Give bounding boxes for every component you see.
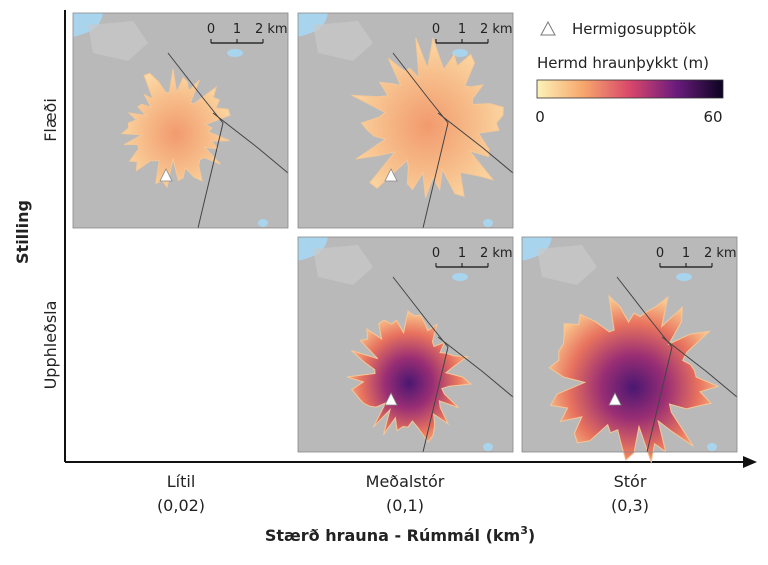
road <box>392 52 449 229</box>
vent <box>159 168 173 182</box>
pond <box>676 273 692 281</box>
map-panel: 0 1 2 km <box>72 12 289 229</box>
lava-flow <box>548 294 720 465</box>
colorbar <box>536 79 724 99</box>
road <box>167 52 224 229</box>
road <box>212 112 289 174</box>
pond <box>707 443 717 451</box>
vent <box>608 392 622 406</box>
map-panel: 0 1 2 km <box>521 236 738 465</box>
scale-bar-label: 0 <box>656 246 664 261</box>
x-axis-title-sup: 3 <box>520 524 528 537</box>
row-label: Upphleðsla <box>41 301 60 390</box>
lava-flow <box>351 37 504 198</box>
scale-bar-label: 1 <box>233 22 241 37</box>
scale-bar-label: 0 <box>207 22 215 37</box>
column-volume: (0,02) <box>157 496 205 515</box>
town <box>537 245 597 285</box>
road <box>661 336 738 398</box>
column-label: Meðalstór <box>366 472 445 491</box>
vent <box>384 392 398 406</box>
scale-bar-label: 2 km <box>704 246 737 261</box>
road <box>392 276 449 453</box>
scale-bar-label: 2 km <box>255 22 288 37</box>
vent-legend-symbol <box>540 20 556 36</box>
town <box>313 21 373 61</box>
column-volume: (0,1) <box>386 496 424 515</box>
column-label: Lítil <box>167 472 196 491</box>
colorbar-min: 0 <box>535 108 545 126</box>
map-border <box>521 236 738 453</box>
scale-bar-label: 1 <box>458 22 466 37</box>
vent <box>384 168 398 182</box>
y-axis-title: Stilling <box>13 200 32 264</box>
pond <box>227 49 243 57</box>
scale-bar-label: 0 <box>432 22 440 37</box>
colorbar-title: Hermd hraunþykkt (m) <box>537 54 709 72</box>
pond <box>452 273 468 281</box>
pond <box>452 49 468 57</box>
scale-bar-label: 2 km <box>480 246 513 261</box>
town <box>88 21 148 61</box>
map-border <box>72 12 289 229</box>
scale-bar-label: 2 km <box>480 22 513 37</box>
map-panel: 0 1 2 km <box>297 12 514 229</box>
axis-arrow <box>743 456 757 468</box>
column-volume: (0,3) <box>611 496 649 515</box>
x-axis-title-end: ) <box>528 526 535 545</box>
scale-bar-label: 0 <box>432 246 440 261</box>
x-axis-title-text: Stærð hrauna - Rúmmál (km <box>265 526 520 545</box>
lava-flow <box>346 310 473 443</box>
map-border <box>297 236 514 453</box>
column-label: Stór <box>614 472 647 491</box>
map-panel: 0 1 2 km <box>297 236 514 453</box>
vent-legend-label: Hermigosupptök <box>572 20 696 38</box>
pond <box>483 443 493 451</box>
road <box>437 112 514 174</box>
pond <box>258 219 268 227</box>
x-axis-title: Stærð hrauna - Rúmmál (km3) <box>265 524 535 545</box>
map-border <box>297 12 514 229</box>
scale-bar-label: 1 <box>682 246 690 261</box>
pond <box>483 219 493 227</box>
road <box>437 336 514 398</box>
road <box>616 276 673 453</box>
town <box>313 245 373 285</box>
row-label: Flæði <box>41 98 60 142</box>
scale-bar-label: 1 <box>458 246 466 261</box>
colorbar-max: 60 <box>703 108 722 126</box>
